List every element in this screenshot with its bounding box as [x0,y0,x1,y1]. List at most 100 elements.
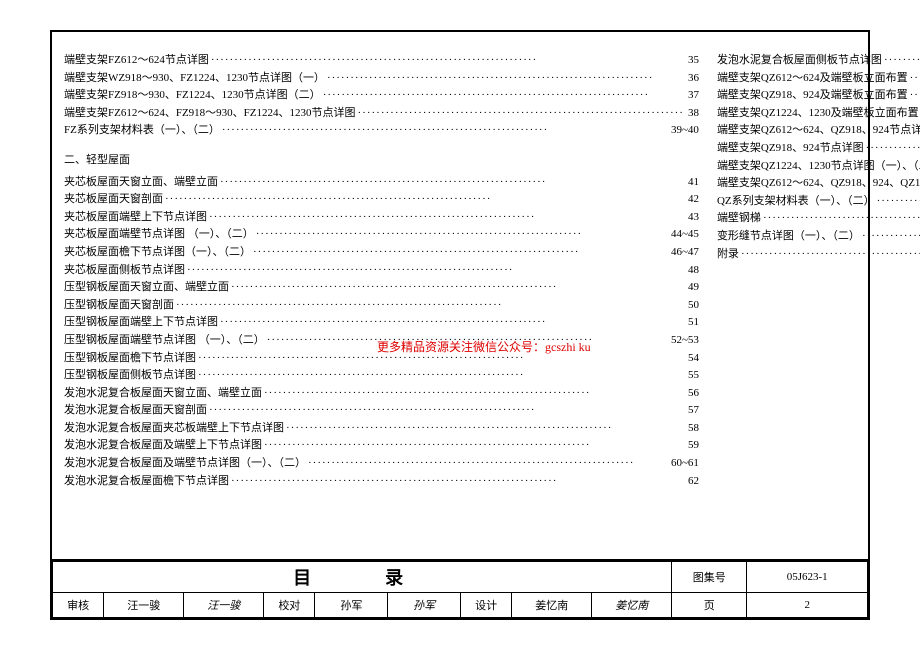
toc-title: FZ系列支架材料表（一）、（二） [64,122,220,140]
toc-page: 41 [686,174,699,192]
toc-dots: ········································… [254,226,669,244]
toc-page: 42 [686,191,699,209]
toc-title: 压型钢板屋面端壁上下节点详图 [64,314,218,332]
toc-page: 59 [686,437,699,455]
page-no: 2 [747,593,868,618]
toc-dots: ········································… [209,52,686,70]
toc-title: 夹芯板屋面端壁上下节点详图 [64,209,207,227]
toc-row: 端壁支架QZ918、924节点详图·······················… [717,140,920,158]
toc-row: 夹芯板屋面端壁上下节点详图···························… [64,209,699,227]
toc-page: 60~61 [669,455,699,473]
toc-title: 发泡水泥复合板屋面侧板节点详图 [717,52,882,70]
toc-row: 端壁支架QZ612～624、QZ918、924、QZ1224、1230节点详图·… [717,175,920,193]
toc-row: 端壁支架QZ612～624及端壁板立面布置···················… [717,70,920,88]
right-column: 发泡水泥复合板屋面侧板节点详图 ·························… [717,52,920,548]
toc-dots: ········································… [262,385,686,403]
toc-row: FZ系列支架材料表（一）、（二）························… [64,122,699,140]
review-label: 审核 [53,593,104,618]
toc-row: 变形缝节点详图（一）、（二）··························… [717,228,920,246]
toc-page: 35 [686,52,699,70]
toc-row: 压型钢板屋面侧板节点详图····························… [64,367,699,385]
toc-title: QZ系列支架材料表（一）、（二） [717,193,875,211]
toc-title: 压型钢板屋面天窗剖面 [64,297,174,315]
toc-row: 夹芯板屋面侧板节点详图·····························… [64,262,699,280]
toc-dots: ········································… [908,87,920,105]
toc-title: 端壁支架FZ918～930、FZ1224、1230节点详图（二） [64,87,321,105]
toc-page: 56 [686,385,699,403]
toc-page: 50 [686,297,699,315]
design-name: 姜忆南 [512,593,592,618]
toc-row: 发泡水泥复合板屋面及端壁节点详图（一）、（二）·················… [64,455,699,473]
left-column: 端壁支架FZ612～624节点详图·······················… [64,52,699,548]
toc-title: 发泡水泥复合板屋面檐下节点详图 [64,473,229,491]
toc-page: 43 [686,209,699,227]
toc-title: 发泡水泥复合板屋面天窗剖面 [64,402,207,420]
review-sign: 汪一骏 [184,593,264,618]
toc-dots: ········································… [908,70,920,88]
toc-dots: ········································… [864,140,920,158]
toc-row: 发泡水泥复合板屋面及端壁上下节点详图······················… [64,437,699,455]
toc-title: 端壁支架WZ918～930、FZ1224、1230节点详图（一） [64,70,325,88]
toc-title: 端壁钢梯 [717,210,761,228]
toc-page: 52~53 [669,332,699,350]
toc-title: 端壁支架QZ612～624及端壁板立面布置 [717,70,908,88]
toc-dots: ········································… [196,367,686,385]
toc-page: 36 [686,70,699,88]
toc-row: 端壁支架QZ1224、1230节点详图（一）、（二）··············… [717,158,920,176]
toc-title: 端壁支架FZ612～624节点详图 [64,52,209,70]
toc-dots: ········································… [207,402,686,420]
toc-page: 44~45 [669,226,699,244]
toc-row: QZ系列支架材料表（一）、（二）························… [717,193,920,211]
toc-page: 46~47 [669,244,699,262]
toc-row: 端壁支架FZ612～624节点详图·······················… [64,52,699,70]
check-name: 孙军 [315,593,388,618]
toc-dots: ········································… [174,297,686,315]
toc-title: 端壁支架FZ612～624、FZ918～930、FZ1224、1230节点详图 [64,105,356,123]
toc-row: 发泡水泥复合板屋面檐下节点详图·························… [64,473,699,491]
check-sign: 孙军 [388,593,461,618]
toc-title: 夹芯板屋面天窗立面、端壁立面 [64,174,218,192]
toc-dots: ········································… [321,87,686,105]
toc-page: 48 [686,262,699,280]
toc-title: 端壁支架QZ918、924节点详图 [717,140,864,158]
toc-title: 夹芯板屋面端壁节点详图 （一）、（二） [64,226,254,244]
toc-row: 压型钢板屋面端壁上下节点详图··························… [64,314,699,332]
toc-page: 37 [686,87,699,105]
toc-title: 附录 [717,246,739,264]
toc-dots: ········································… [284,420,686,438]
toc-page: 39~40 [669,122,699,140]
toc-row: 端壁支架QZ1224、1230及端壁板立面布置·················… [717,105,920,123]
toc-dots: ········································… [739,246,920,264]
toc-title: 端壁支架QZ1224、1230及端壁板立面布置 [717,105,919,123]
toc-dots: ········································… [262,437,686,455]
toc-row: 压型钢板屋面天窗立面、端壁立面·························… [64,279,699,297]
toc-title: 夹芯板屋面侧板节点详图 [64,262,185,280]
toc-row: 夹芯板屋面端壁节点详图 （一）、（二）·····················… [64,226,699,244]
toc-title: 压型钢板屋面侧板节点详图 [64,367,196,385]
toc-title: 压型钢板屋面檐下节点详图 [64,350,196,368]
toc-row: 发泡水泥复合板屋面侧板节点详图·························… [717,52,920,70]
toc-dots: ········································… [220,122,669,140]
toc-title: 变形缝节点详图（一）、（二） [717,228,860,246]
toc-row: 端壁支架QZ612～624、QZ918、924节点详图·············… [717,122,920,140]
toc-title: 发泡水泥复合板屋面及端壁上下节点详图 [64,437,262,455]
toc-dots: ········································… [251,244,669,262]
toc-row: 端壁支架FZ918～930、FZ1224、1230节点详图（二）········… [64,87,699,105]
toc-dots: ········································… [218,314,686,332]
toc-dots: ········································… [325,70,686,88]
toc-page: 54 [686,350,699,368]
toc-page: 57 [686,402,699,420]
toc-title: 压型钢板屋面端壁节点详图 （一）、（二） [64,332,265,350]
page-label: 页 [672,593,747,618]
toc-title: 端壁支架QZ612～624、QZ918、924、QZ1224、1230节点详图 [717,175,920,193]
toc-row: 发泡水泥复合板屋面天窗立面、端壁立面······················… [64,385,699,403]
toc-row: 夹芯板屋面檐下节点详图（一）、（二）······················… [64,244,699,262]
drawing-set-no: 05J623-1 [747,562,868,593]
toc-page: 49 [686,279,699,297]
toc-title: 端壁支架QZ1224、1230节点详图（一）、（二） [717,158,920,176]
toc-dots: ········································… [229,473,686,491]
toc-row: 夹芯板屋面天窗剖面·······························… [64,191,699,209]
toc-page: 58 [686,420,699,438]
toc-row: 附录······································… [717,246,920,264]
toc-dots: ········································… [761,210,920,228]
